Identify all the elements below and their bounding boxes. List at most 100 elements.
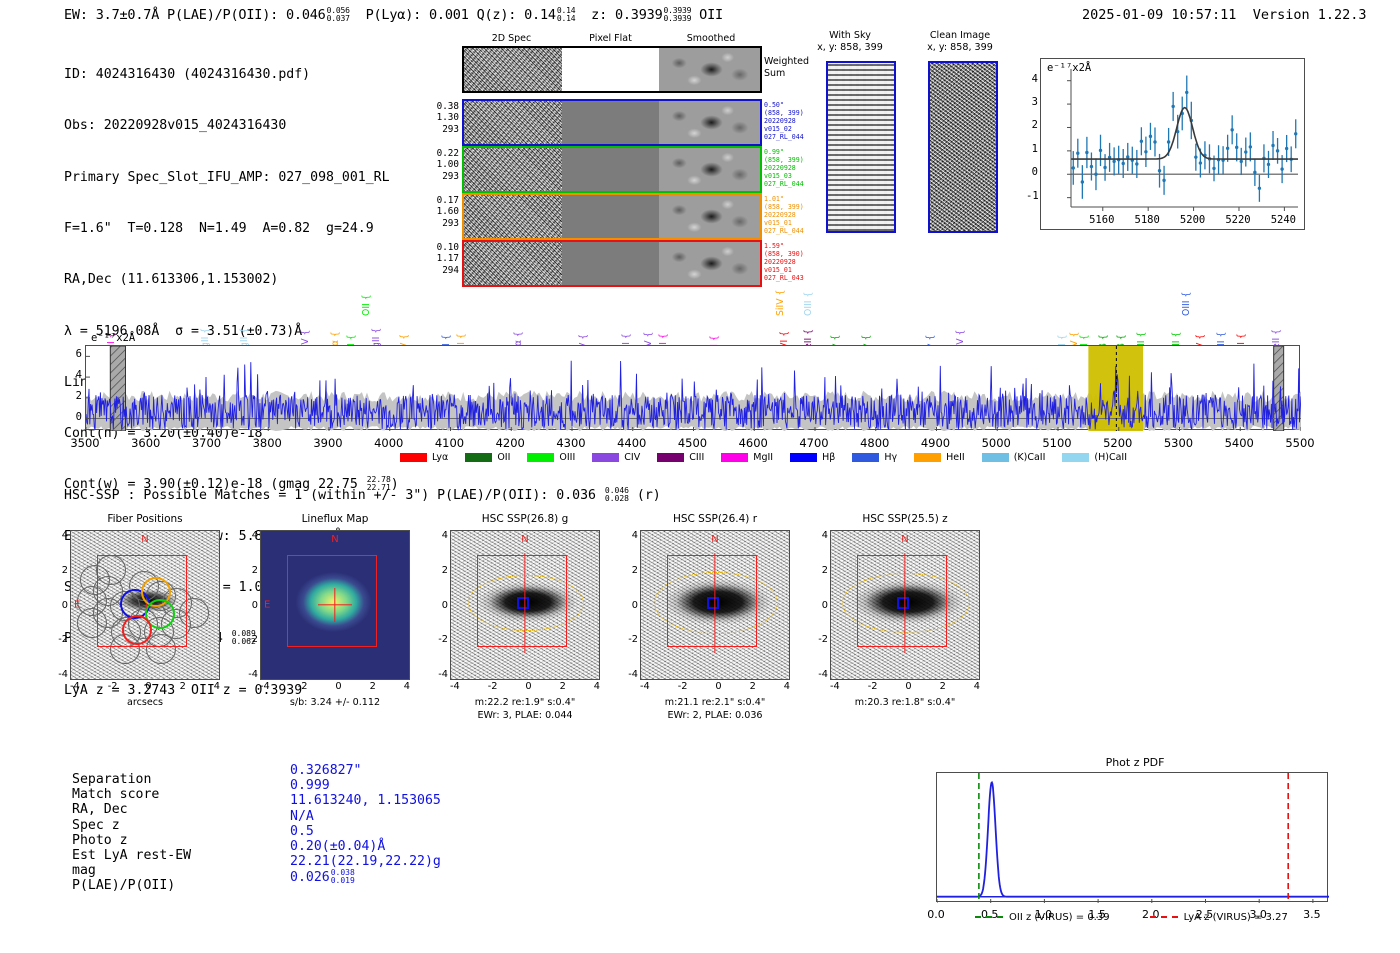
hsc-panel-3[interactable]: N <box>640 530 790 680</box>
legend-swatch <box>852 453 880 462</box>
legend-swatch <box>981 453 1009 462</box>
hsc-xtick: -2 <box>297 681 308 692</box>
fitplot-ytick: 1 <box>1031 142 1038 155</box>
hsc-ytick: 2 <box>251 564 258 576</box>
legend-label: Hβ <box>822 452 836 463</box>
legend-label: HeII <box>946 452 965 463</box>
header-summary-part2: P(Lyα): 0.001 Q(z): 0.14 <box>365 7 556 23</box>
legend-swatch <box>527 453 555 462</box>
hsc-ytick: 2 <box>441 564 448 576</box>
montage-strip-2: 0.17 1.60 293 1.01" (858, 399) 20220928 v015_0… <box>437 193 804 240</box>
info-line-radec: RA,Dec (11.613306,1.153002) <box>64 272 279 288</box>
hsc-ytick: 0 <box>821 599 828 611</box>
hsc-ytick: -2 <box>438 634 448 646</box>
spectrum-xtick: 3500 <box>70 436 100 450</box>
hsc-xtick: 0 <box>525 681 532 692</box>
fitplot-units: e⁻¹⁷x2Å <box>1047 62 1092 74</box>
with-sky-caption: With Sky x, y: 858, 399 <box>817 30 883 53</box>
clean-image <box>928 61 998 233</box>
photz-legend-item: LyA z (VIRUS) = 3.27 <box>1149 912 1288 923</box>
table-key: Photo z <box>72 832 128 848</box>
hsc-ytick: 0 <box>61 599 68 611</box>
hsc-ytick: 4 <box>251 530 258 541</box>
strip-right-meta-3: 1.59" (858, 390) 20220928 v015_01 027_RL_043 <box>764 242 804 283</box>
legend-swatch <box>400 453 427 462</box>
table-value: 0.999 <box>290 778 330 794</box>
hsc-ytick: -4 <box>248 669 258 680</box>
montage-strip-1: 0.22 1.00 293 0.99" (858, 399) 20220928 v015_0… <box>437 146 804 193</box>
legend-item: CIII <box>657 452 704 463</box>
hsc-xtick: 2 <box>369 681 376 692</box>
hsc-foot-line1: m:22.2 re:1.9" s:0.4" <box>474 697 576 708</box>
strip-left-values-2: 0.17 1.60 293 <box>436 195 459 229</box>
hsc-ytick: -2 <box>248 634 258 646</box>
full-spectrum-plot: e⁻¹⁷x2Å <box>85 332 1301 431</box>
hsc-panel-title-3: HSC SSP(26.4) r <box>672 513 758 525</box>
table-value: 0.026 0.038 0.019 <box>290 868 355 886</box>
hsc-ytick: 4 <box>821 530 828 541</box>
hsc-xtick: 2 <box>559 681 566 692</box>
spectra-montage: 2D Spec Pixel Flat Smoothed Weighted Sum … <box>437 33 809 287</box>
hsc-panel-footer-0: arcsecs <box>45 697 245 710</box>
fitplot-xtick: 5180 <box>1134 214 1160 226</box>
header-summary-part3: z: 0.3939 <box>591 7 663 23</box>
legend-label: OIII <box>559 452 576 463</box>
info-line-ftna: F=1.6" T=0.128 N=1.49 A=0.82 g=24.9 <box>64 221 374 237</box>
hsc-xaxis-3: -4 -2 0 2 4 <box>640 681 790 692</box>
hsc-xtick: 0 <box>715 681 722 692</box>
photz-xtick: 3.5 <box>1303 908 1321 921</box>
hsc-foot-line2: EWr: 3, PLAE: 0.044 <box>477 709 573 721</box>
legend-label: CIV <box>624 452 641 463</box>
hsc-ytick: 2 <box>821 564 828 576</box>
legend-label: (H)CaII <box>1094 452 1128 463</box>
montage-col-title-pixelflat: Pixel Flat <box>589 33 632 44</box>
plae-errors: 0.056 0.037 <box>326 6 350 23</box>
legend-label: CIII <box>689 452 705 463</box>
strip-left-values-1: 0.22 1.00 293 <box>436 148 459 182</box>
info-line-cont-w: Cont(w) = 3.90(±0.12)e-18 (gmag 22.75 22… <box>64 475 399 493</box>
hsc-panel-2[interactable]: N <box>450 530 600 680</box>
line-fit-plot: e⁻¹⁷x2Å <box>1040 58 1305 230</box>
info-line-redshifts: LyA z = 3.2743 OII z = 0.3939 <box>64 682 303 698</box>
hsc-xtick: 4 <box>403 681 410 692</box>
spectrum-xtick: 4300 <box>556 436 586 450</box>
table-value: 0.5 <box>290 823 314 839</box>
fitplot-ytick: 3 <box>1031 96 1038 109</box>
hsc-ytick: 4 <box>441 530 448 541</box>
hsc-xtick: 4 <box>783 681 790 692</box>
z-errors: 0.3939 0.3939 <box>663 6 692 23</box>
hsc-panel-title-4: HSC SSP(25.5) z <box>862 513 948 525</box>
spectrum-xtick: 4800 <box>860 436 890 450</box>
hsc-ytick: 4 <box>631 530 638 541</box>
spectrum-xtick: 3700 <box>191 436 222 450</box>
legend-label: Hγ <box>884 452 898 463</box>
hsc-xtick: -4 <box>640 681 650 692</box>
hsc-panel-0[interactable]: + N E <box>70 530 220 680</box>
legend-swatch <box>1062 453 1090 462</box>
hsc-ytick: 0 <box>251 599 258 611</box>
table-key: Est LyA rest-EW <box>72 847 192 863</box>
hsc-ytick: 0 <box>631 599 638 611</box>
table-key: Match score <box>72 787 160 803</box>
hsc-panel-4[interactable]: N <box>830 530 980 680</box>
hsc-foot-line1: m:20.3 re:1.8" s:0.4" <box>854 697 956 708</box>
hsc-xtick: 4 <box>213 681 220 692</box>
hsc-yaxis-4: 4 2 0 -2 -4 <box>812 530 828 680</box>
photz-legend-label: LyA z (VIRUS) = 3.27 <box>1183 912 1288 923</box>
with-sky-image <box>826 61 896 233</box>
hsc-xtick: 2 <box>749 681 756 692</box>
hsc-yaxis-2: 4 2 0 -2 -4 <box>432 530 448 680</box>
fitplot-ytick: -1 <box>1026 189 1039 202</box>
photz-xtick: 1.5 <box>1088 908 1106 921</box>
spectrum-line-labels: CIII {MgII {MgII {SiIV {Lyα {OII {OII {M… <box>85 272 1300 356</box>
spectrum-xtick: 5400 <box>1224 436 1254 450</box>
strip-right-meta-1: 0.99" (858, 399) 20220928 v015_03 027_RL_044 <box>764 148 804 189</box>
legend-swatch <box>790 453 818 462</box>
legend-item: (H)CaII <box>1062 452 1127 463</box>
spectrum-xtick: 5000 <box>981 436 1011 450</box>
info-line-id: ID: 4024316430 (4024316430.pdf) <box>64 67 311 83</box>
hsc-xaxis-1: -4 -2 0 2 4 <box>260 681 410 692</box>
photz-pdf-legend: OII z (VIRUS) = 0.39 LyA z (VIRUS) = 3.27 <box>975 912 1288 923</box>
spectrum-xtick: 3900 <box>313 436 343 450</box>
